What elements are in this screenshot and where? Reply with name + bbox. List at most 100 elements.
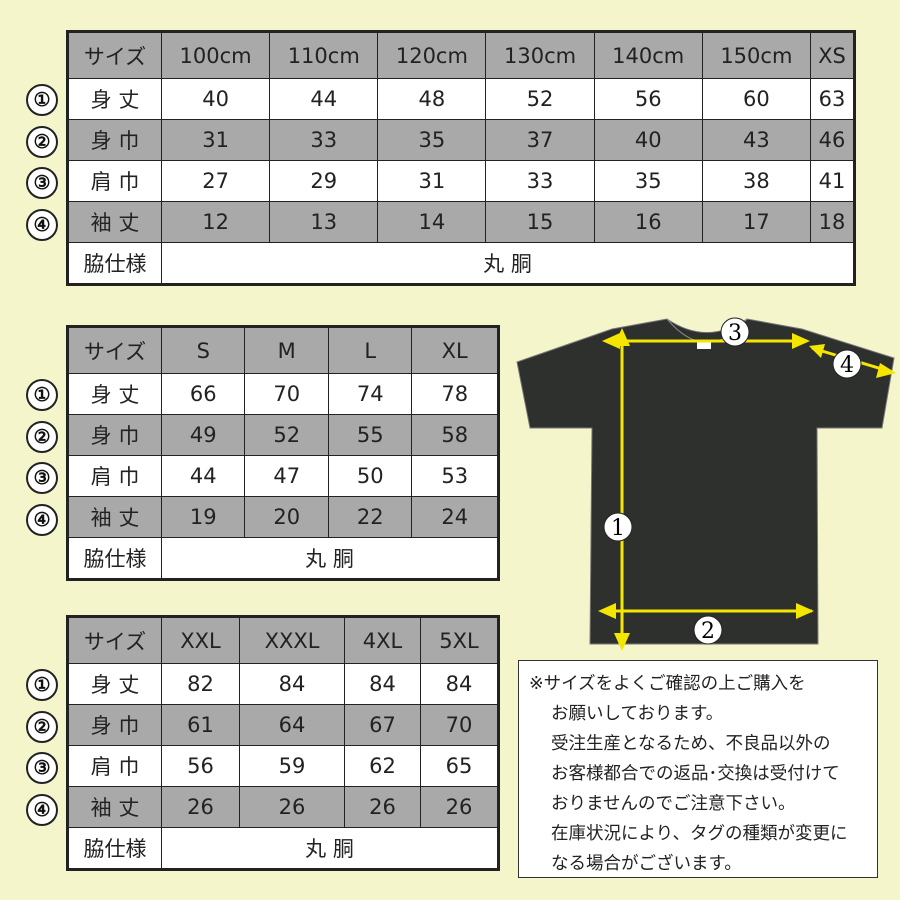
row-label: 肩 巾 [67,160,162,202]
size-header-label: サイズ [67,326,162,374]
table-row: 身 巾 31 33 35 37 40 43 46 [67,119,856,161]
value-cell: 40 [593,119,703,161]
value-cell: 26 [420,786,499,828]
value-cell: 31 [160,119,271,161]
value-cell: 62 [343,745,422,787]
table-row: 身 巾 49 52 55 58 [67,414,499,456]
value-cell: 41 [809,160,856,202]
size-header-label: サイズ [67,616,162,664]
table-row: 肩 巾 27 29 31 33 35 38 41 [67,160,856,202]
row-marker: ① [26,379,58,411]
value-cell: 40 [160,78,271,120]
row-marker: ② [26,710,58,743]
size-header-cell: S [160,326,246,374]
table-row: 袖 丈 12 13 14 15 16 17 18 [67,201,856,243]
row-label: 袖 丈 [67,201,162,243]
value-cell: 53 [411,455,499,497]
row-marker: ① [26,84,58,116]
row-marker: ② [26,420,58,453]
notice-box: ※サイズをよくご確認の上ご購入を お願いしております。 受注生産となるため、不良… [518,660,878,878]
value-cell: 49 [160,414,246,456]
tag [697,341,711,349]
value-cell: 35 [593,160,703,202]
marker-3: 3 [728,321,742,346]
value-cell: 35 [377,119,487,161]
note-line: お客様都合での返品･交換は受付けて [551,764,840,784]
value-cell: 59 [238,745,346,787]
value-cell: 20 [244,496,329,538]
table-row: 脇仕様丸 胴 [67,827,499,870]
size-header-cell: L [327,326,413,374]
row-label: 身 丈 [67,663,162,705]
size-table: サイズ 100cm 110cm 120cm 130cm 140cm 150cm XS 身 丈 40… [66,30,856,286]
row-label: 身 巾 [67,414,162,456]
value-cell: 31 [377,160,487,202]
note-line: なる場合がございます。 [551,854,742,874]
value-cell: 50 [327,455,413,497]
value-cell: 17 [701,201,811,243]
table-row: サイズ 100cm 110cm 120cm 130cm 140cm 150cm XS [67,31,856,79]
value-cell: 66 [160,373,246,415]
side-spec-value: 丸 胴 [161,537,499,580]
side-spec-value: 丸 胴 [161,242,855,285]
row-marker: ④ [26,503,58,536]
table-row: 袖 丈 19 20 22 24 [67,496,499,538]
note-line: 在庫状況により、タグの種類が変更に [551,824,848,844]
side-spec-label: 脇仕様 [67,537,162,580]
size-header-label: サイズ [67,31,162,79]
value-cell: 82 [161,663,240,705]
size-header-cell: 120cm [377,31,487,79]
row-label: 身 丈 [67,78,162,120]
value-cell: 44 [160,455,246,497]
value-cell: 67 [343,704,422,746]
size-header-cell: 110cm [269,31,379,79]
value-cell: 52 [244,414,329,456]
size-header-cell: 4XL [343,616,422,664]
value-cell: 22 [327,496,413,538]
size-header-cell: XS [809,31,856,79]
value-cell: 60 [701,78,811,120]
table-row: 袖 丈 26 26 26 26 [67,786,499,828]
row-marker: ③ [26,752,58,784]
side-spec-label: 脇仕様 [67,242,162,285]
size-header-cell: 100cm [160,31,271,79]
value-cell: 63 [809,78,856,120]
size-header-cell: XXXL [238,616,346,664]
note-line: おりませんのでご注意下さい。 [551,794,796,814]
row-marker: ③ [26,167,58,199]
row-label: 袖 丈 [67,496,162,538]
size-header-cell: 130cm [485,31,595,79]
value-cell: 18 [809,201,856,243]
side-spec-label: 脇仕様 [67,827,162,870]
value-cell: 19 [160,496,246,538]
value-cell: 37 [485,119,595,161]
size-header-cell: XL [411,326,499,374]
value-cell: 64 [238,704,346,746]
note-line: お願いしております。 [551,704,724,724]
value-cell: 26 [238,786,346,828]
row-label: 身 巾 [67,119,162,161]
marker-4: 4 [840,353,854,378]
value-cell: 43 [701,119,811,161]
table-row: 身 丈 82 84 84 84 [67,663,499,705]
row-marker: ① [26,669,58,701]
value-cell: 48 [377,78,487,120]
value-cell: 55 [327,414,413,456]
size-header-cell: 5XL [420,616,499,664]
value-cell: 16 [593,201,703,243]
size-header-cell: M [244,326,329,374]
value-cell: 15 [485,201,595,243]
value-cell: 58 [411,414,499,456]
table-row: 肩 巾 56 59 62 65 [67,745,499,787]
size-header-cell: 150cm [701,31,811,79]
value-cell: 84 [238,663,346,705]
table-row: 脇仕様丸 胴 [67,537,499,580]
value-cell: 44 [269,78,379,120]
note-line: 受注生産となるため、不良品以外の [551,734,831,754]
side-spec-value: 丸 胴 [161,827,499,870]
value-cell: 14 [377,201,487,243]
marker-2: 2 [701,619,715,644]
value-cell: 52 [485,78,595,120]
table-row: 肩 巾 44 47 50 53 [67,455,499,497]
row-marker: ② [26,125,58,158]
